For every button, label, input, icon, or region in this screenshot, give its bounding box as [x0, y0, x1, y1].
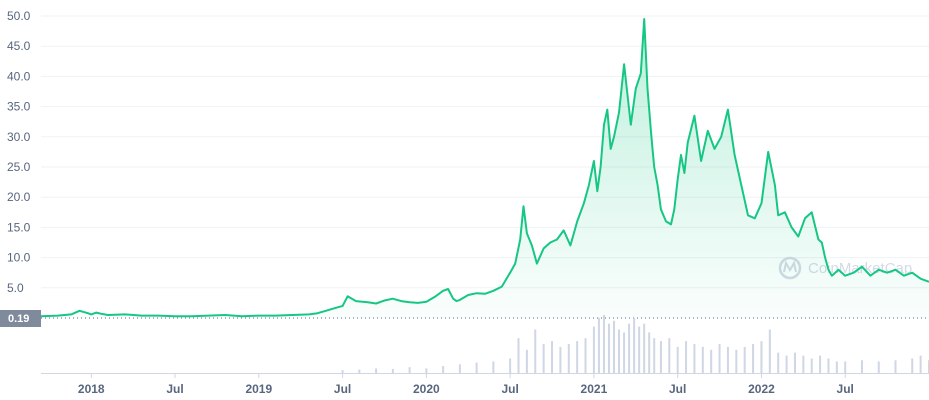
volume-bar	[509, 358, 512, 373]
volume-bar	[676, 346, 679, 373]
volume-bar	[341, 370, 344, 373]
y-tick-label: 35.0	[7, 100, 31, 114]
volume-bar	[551, 341, 554, 373]
volume-bar	[534, 329, 537, 373]
volume-bar	[425, 368, 428, 373]
x-tick-label: 2020	[413, 382, 440, 396]
y-tick-label: 50.0	[7, 9, 31, 23]
volume-bar	[668, 338, 671, 373]
x-tick-label: 2021	[581, 382, 608, 396]
volume-bar	[638, 326, 641, 373]
volume-bar	[391, 368, 394, 373]
x-tick-label: 2022	[748, 382, 775, 396]
volume-bar	[793, 352, 796, 373]
volume-bar	[911, 358, 914, 373]
y-tick-label: 40.0	[7, 69, 31, 83]
x-tick-label: Jul	[837, 382, 854, 396]
volume-bar	[860, 360, 863, 373]
volume-bar	[743, 346, 746, 373]
volume-bar	[408, 367, 411, 373]
y-tick-label: 30.0	[7, 130, 31, 144]
volume-bar	[819, 355, 822, 373]
x-tick-label: 2018	[78, 382, 105, 396]
volume-bar	[802, 355, 805, 373]
y-tick-label: 15.0	[7, 220, 31, 234]
volume-bar	[567, 344, 570, 373]
volume-bar	[919, 355, 922, 373]
volume-bar	[613, 320, 616, 373]
volume-bar	[517, 338, 520, 373]
volume-bar	[844, 361, 847, 373]
volume-bar	[458, 364, 461, 373]
volume-bar	[768, 329, 771, 373]
volume-bar	[618, 329, 621, 373]
volume-bar	[685, 341, 688, 373]
volume-bar	[525, 349, 528, 373]
volume-bar	[592, 326, 595, 373]
volume-bar	[628, 323, 631, 373]
y-tick-label: 10.0	[7, 251, 31, 265]
volume-bar	[623, 332, 626, 373]
x-axis: 2018 Jul 2019 Jul 2020 Jul 2021 Jul 2022 Jul	[78, 373, 854, 396]
volume-bar	[475, 362, 478, 373]
volume-bar	[894, 360, 897, 373]
x-tick-label: Jul	[501, 382, 518, 396]
volume-bar	[785, 355, 788, 373]
volume-bar	[701, 346, 704, 373]
volume-bar	[877, 361, 880, 373]
x-tick-label: Jul	[166, 382, 183, 396]
current-price-badge	[0, 310, 41, 327]
volume-bar	[648, 332, 651, 373]
volume-bar	[718, 344, 721, 373]
volume-bar	[735, 349, 738, 373]
volume-bar	[810, 358, 813, 373]
y-tick-label: 25.0	[7, 160, 31, 174]
current-price-label: 0.19	[0, 310, 41, 327]
volume-bar	[710, 349, 713, 373]
volume-bar	[827, 358, 830, 373]
price-area-fill	[41, 19, 929, 318]
y-tick-label: 5.0	[7, 281, 24, 295]
volume-bar	[442, 366, 445, 373]
volume-bar	[777, 352, 780, 373]
volume-bar	[602, 315, 605, 373]
volume-bar	[375, 368, 378, 373]
price-line	[40, 18, 929, 318]
y-tick-label: 45.0	[7, 39, 31, 53]
x-tick-label: Jul	[669, 382, 686, 396]
volume-bar	[492, 361, 495, 373]
volume-bar	[633, 317, 636, 373]
volume-bar	[653, 338, 656, 373]
price-area	[40, 18, 929, 318]
x-tick-label: 2019	[245, 382, 272, 396]
x-tick-label: Jul	[334, 382, 351, 396]
volume-bar	[358, 369, 361, 373]
volume-bar	[693, 344, 696, 373]
volume-bar	[576, 341, 579, 373]
volume-bar	[607, 323, 610, 373]
volume-bar	[643, 323, 646, 373]
volume-bar	[760, 341, 763, 373]
volume-bar	[559, 346, 562, 373]
volume-bar	[597, 317, 600, 373]
current-price-text: 0.19	[8, 313, 29, 325]
volume-bar	[542, 344, 545, 373]
volume-bars	[41, 315, 929, 374]
volume-bar	[726, 346, 729, 373]
volume-bar	[584, 338, 587, 373]
volume-bar	[659, 341, 662, 373]
volume-bar	[835, 361, 838, 373]
y-axis: 5.0 10.0 15.0 20.0 25.0 30.0 35.0 40.0 45.0 50.0	[7, 9, 31, 295]
volume-bar	[752, 344, 755, 373]
y-tick-label: 20.0	[7, 190, 31, 204]
